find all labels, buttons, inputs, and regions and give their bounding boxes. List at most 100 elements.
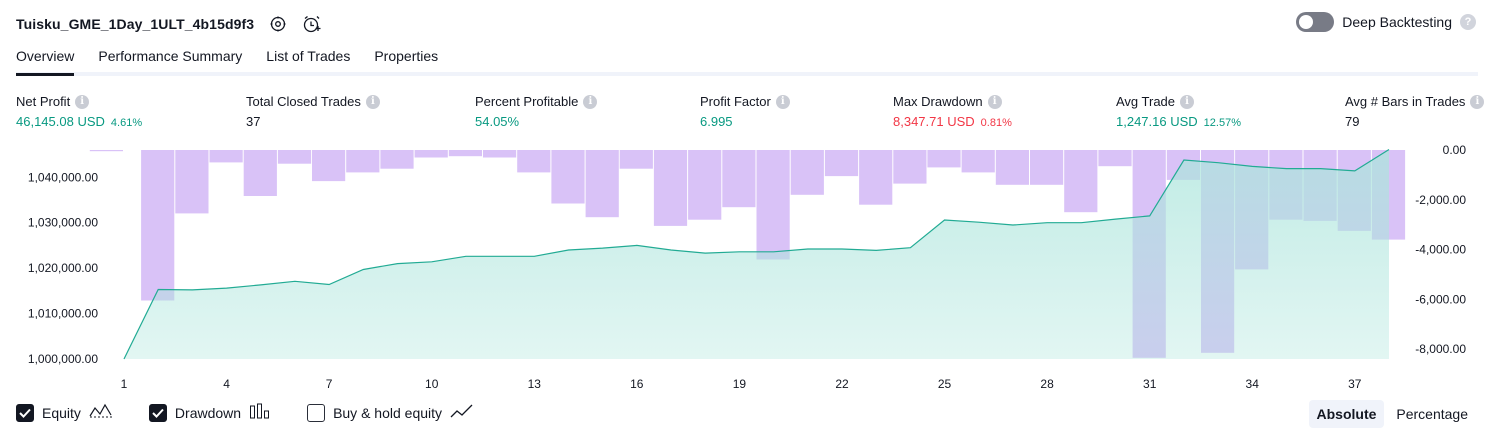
- max-drawdown-value: 8,347.71 USD: [893, 114, 975, 129]
- info-icon[interactable]: i: [583, 94, 598, 109]
- x-tick-label: 16: [630, 377, 644, 391]
- value-mode-switch: Absolute Percentage: [1308, 400, 1477, 428]
- x-tick-label: 34: [1246, 377, 1260, 391]
- equity-series: [123, 148, 1390, 360]
- metric-net-profit: Net Profit i 46,145.08 USD 4.61%: [16, 94, 142, 129]
- strategy-header: Tuisku_GME_1Day_1ULT_4b15d9f3: [16, 10, 322, 38]
- buy-hold-label: Buy & hold equity: [333, 404, 443, 421]
- buy-hold-checkbox[interactable]: [307, 403, 326, 422]
- metric-total-closed-trades: Total Closed Trades i 37: [246, 94, 380, 129]
- drawdown-bar: [380, 150, 414, 169]
- max-drawdown-percent: 0.81%: [980, 117, 1012, 129]
- drawdown-bar: [277, 150, 312, 164]
- metric-percent-profitable: Percent Profitable i 54.05%: [475, 94, 598, 129]
- drawdown-bar: [722, 150, 756, 208]
- avg-trade-value: 1,247.16 USD: [1116, 114, 1198, 129]
- info-icon[interactable]: i: [365, 94, 380, 109]
- drawdown-bars-icon: [249, 403, 271, 422]
- drawdown-bar: [551, 150, 585, 204]
- drawdown-bar: [209, 150, 243, 163]
- info-icon[interactable]: i: [775, 94, 790, 109]
- info-icon[interactable]: i: [1180, 94, 1195, 109]
- drawdown-bar: [141, 150, 175, 301]
- info-icon[interactable]: i: [1470, 94, 1485, 109]
- drawdown-bar: [619, 150, 653, 169]
- right-tick-label: -4,000.00: [1415, 243, 1466, 257]
- drawdown-bar: [585, 150, 619, 218]
- x-tick-label: 4: [223, 377, 230, 391]
- settings-icon[interactable]: [268, 14, 288, 34]
- x-tick-label: 10: [425, 377, 439, 391]
- deep-backtesting: Deep Backtesting ?: [1296, 12, 1476, 32]
- equity-checkbox[interactable]: [16, 403, 34, 422]
- percent-profitable-value: 54.05%: [475, 114, 520, 129]
- drawdown-bar: [1098, 150, 1132, 167]
- left-tick-label: 1,000,000.00: [28, 352, 98, 366]
- legend-buy-hold[interactable]: Buy & hold equity: [307, 403, 474, 422]
- info-icon[interactable]: i: [987, 94, 1002, 109]
- drawdown-bar: [312, 150, 346, 182]
- legend-drawdown[interactable]: Drawdown: [148, 403, 271, 422]
- total-closed-trades-label: Total Closed Trades: [246, 94, 361, 109]
- drawdown-bar: [653, 150, 688, 226]
- drawdown-bar: [790, 150, 824, 195]
- avg-trade-percent: 12.57%: [1203, 117, 1241, 129]
- absolute-button[interactable]: Absolute: [1308, 400, 1385, 428]
- strategy-title: Tuisku_GME_1Day_1ULT_4b15d9f3: [16, 16, 255, 32]
- net-profit-percent: 4.61%: [110, 117, 143, 129]
- help-icon[interactable]: ?: [1460, 14, 1476, 30]
- left-tick-label: 1,010,000.00: [28, 307, 98, 321]
- drawdown-checkbox[interactable]: [148, 403, 167, 422]
- drawdown-bar: [688, 150, 722, 220]
- drawdown-label: Drawdown: [174, 404, 242, 421]
- left-tick-label: 1,040,000.00: [28, 170, 98, 184]
- x-axis: 1 4 7 10 13 16 19 22 25 28 31 34 37: [121, 377, 1362, 391]
- tab-performance-summary[interactable]: Performance Summary: [98, 48, 243, 64]
- drawdown-bar: [927, 150, 961, 168]
- tab-list-of-trades[interactable]: List of Trades: [266, 48, 351, 64]
- tabs-divider: [16, 72, 1478, 76]
- x-tick-label: 1: [121, 377, 128, 391]
- info-icon[interactable]: i: [75, 94, 90, 109]
- equity-drawdown-chart: 1,000,000.00 1,010,000.00 1,020,000.00 1,03…: [28, 143, 1466, 391]
- buy-hold-line-icon: [450, 403, 474, 422]
- percent-profitable-label: Percent Profitable: [475, 94, 579, 109]
- drawdown-bar: [1030, 150, 1064, 185]
- drawdown-bar: [517, 150, 551, 173]
- drawdown-bar: [995, 150, 1029, 185]
- metric-avg-bars: Avg # Bars in Trades i 79: [1345, 94, 1485, 129]
- legend-equity[interactable]: Equity: [16, 403, 113, 422]
- avg-bars-value: 79: [1345, 114, 1360, 129]
- profit-factor-label: Profit Factor: [700, 94, 771, 109]
- metric-max-drawdown: Max Drawdown i 8,347.71 USD 0.81%: [893, 94, 1012, 129]
- chart-legend: Equity Drawdown Buy & hold equity: [16, 403, 474, 422]
- right-tick-label: -6,000.00: [1415, 292, 1466, 306]
- drawdown-bar: [175, 150, 209, 214]
- add-alert-icon[interactable]: [302, 14, 322, 34]
- left-tick-label: 1,030,000.00: [28, 216, 98, 230]
- report-tabs: Overview Performance Summary List of Tra…: [16, 48, 438, 76]
- deep-backtesting-toggle[interactable]: [1296, 12, 1335, 32]
- net-profit-value: 46,145.08 USD: [16, 114, 105, 129]
- metric-profit-factor: Profit Factor i 6.995: [700, 94, 790, 129]
- drawdown-bar: [346, 150, 380, 173]
- x-tick-label: 28: [1040, 377, 1054, 391]
- right-axis: 0.00 -2,000.00 -4,000.00 -6,000.00 -8,000.00: [1415, 143, 1466, 356]
- x-tick-label: 25: [938, 377, 952, 391]
- right-tick-label: -8,000.00: [1415, 342, 1466, 356]
- drawdown-bar: [824, 150, 859, 177]
- drawdown-bar: [756, 150, 790, 260]
- tab-properties[interactable]: Properties: [374, 48, 439, 64]
- drawdown-bar: [243, 150, 277, 196]
- avg-bars-label: Avg # Bars in Trades: [1345, 94, 1466, 109]
- profit-factor-value: 6.995: [700, 114, 733, 129]
- total-closed-trades-value: 37: [246, 114, 261, 129]
- percentage-button[interactable]: Percentage: [1396, 406, 1468, 422]
- x-tick-label: 7: [326, 377, 333, 391]
- drawdown-bar: [961, 150, 995, 173]
- left-axis: 1,000,000.00 1,010,000.00 1,020,000.00 1,03…: [28, 170, 98, 366]
- drawdown-bar: [1064, 150, 1098, 213]
- x-tick-label: 13: [528, 377, 542, 391]
- tab-overview[interactable]: Overview: [16, 48, 75, 76]
- metric-avg-trade: Avg Trade i 1,247.16 USD 12.57%: [1116, 94, 1241, 129]
